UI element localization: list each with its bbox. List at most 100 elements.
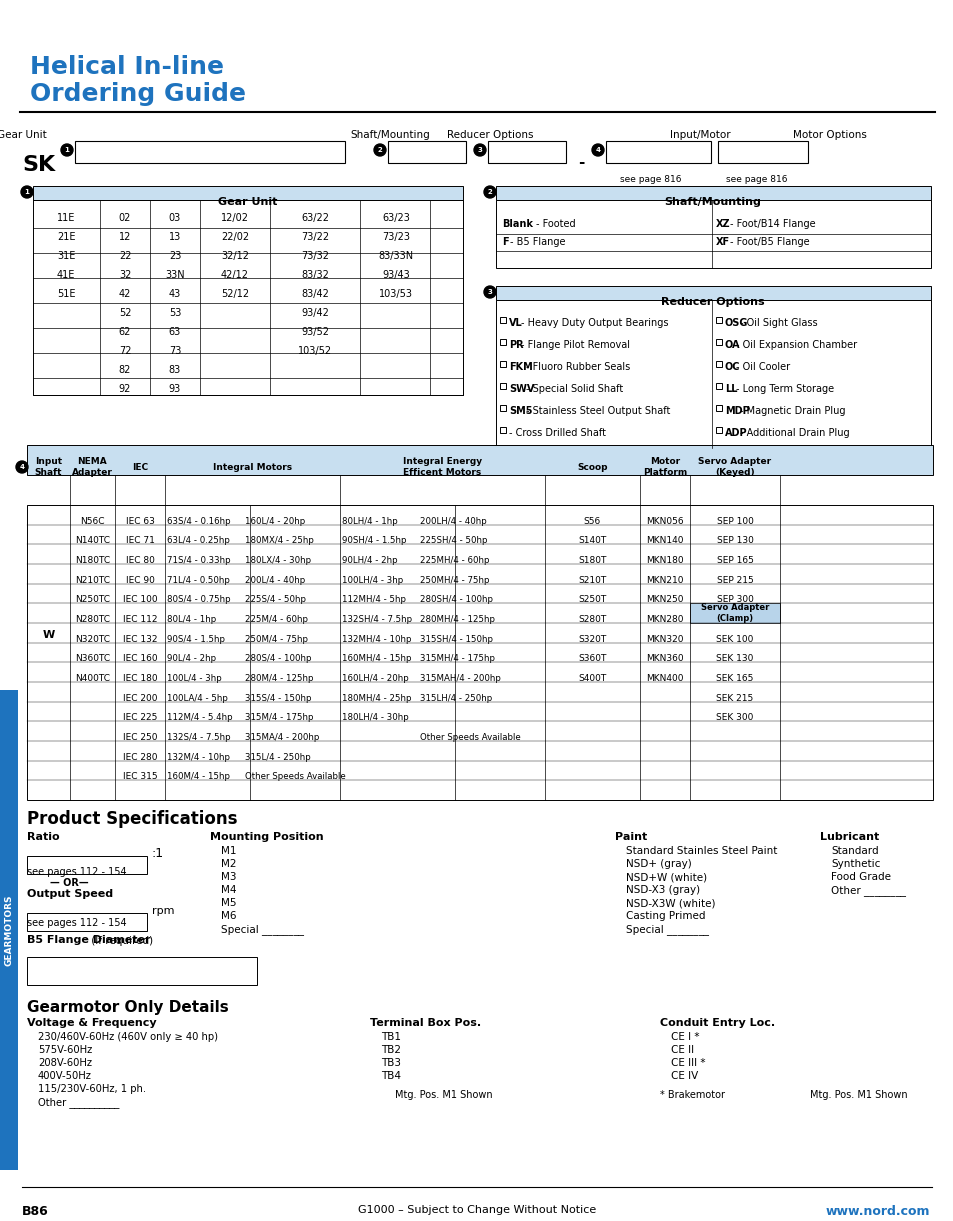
Bar bbox=[499, 361, 505, 368]
Text: Paint: Paint bbox=[615, 832, 646, 842]
Text: - Footed: - Footed bbox=[536, 219, 575, 230]
Text: N250TC: N250TC bbox=[75, 596, 110, 604]
Bar bbox=[75, 140, 345, 162]
Bar bbox=[716, 317, 721, 324]
Text: SM5: SM5 bbox=[509, 407, 532, 416]
Text: 315M/4 - 175hp: 315M/4 - 175hp bbox=[245, 713, 314, 723]
Text: 315MH/4 - 175hp: 315MH/4 - 175hp bbox=[419, 654, 495, 663]
Text: 280SH/4 - 100hp: 280SH/4 - 100hp bbox=[419, 596, 493, 604]
Text: SK: SK bbox=[22, 155, 55, 175]
Text: M5: M5 bbox=[221, 897, 236, 908]
Text: 43: 43 bbox=[169, 289, 181, 299]
Text: B5 Flange Diameter: B5 Flange Diameter bbox=[27, 935, 151, 945]
Text: 103/53: 103/53 bbox=[378, 289, 413, 299]
Text: IEC 315: IEC 315 bbox=[123, 773, 157, 781]
Text: 73: 73 bbox=[169, 346, 181, 357]
Bar bbox=[718, 140, 807, 162]
Bar bbox=[496, 186, 930, 200]
Circle shape bbox=[483, 186, 496, 198]
Text: Gear Unit: Gear Unit bbox=[0, 129, 47, 140]
Text: 52: 52 bbox=[118, 308, 132, 317]
Bar bbox=[499, 339, 505, 346]
Bar bbox=[716, 405, 721, 411]
Text: 71L/4 - 0.50hp: 71L/4 - 0.50hp bbox=[167, 576, 230, 585]
Text: 315S/4 - 150hp: 315S/4 - 150hp bbox=[245, 694, 312, 703]
Text: 83/42: 83/42 bbox=[301, 289, 329, 299]
Text: LL: LL bbox=[724, 383, 737, 394]
Bar bbox=[716, 383, 721, 389]
Text: 71S/4 - 0.33hp: 71S/4 - 0.33hp bbox=[167, 556, 231, 565]
Text: 12/02: 12/02 bbox=[221, 212, 249, 223]
Bar bbox=[496, 300, 930, 448]
Text: 160L/4 - 20hp: 160L/4 - 20hp bbox=[245, 516, 305, 526]
Text: Mounting Position: Mounting Position bbox=[210, 832, 323, 842]
Text: 160M/4 - 15hp: 160M/4 - 15hp bbox=[167, 773, 230, 781]
Text: M6: M6 bbox=[221, 911, 236, 921]
Text: 115/230V-60Hz, 1 ph.: 115/230V-60Hz, 1 ph. bbox=[38, 1084, 146, 1094]
Text: S280T: S280T bbox=[578, 615, 606, 624]
Text: 93/52: 93/52 bbox=[301, 327, 329, 337]
Text: FKM: FKM bbox=[509, 361, 532, 372]
Text: 208V-60Hz: 208V-60Hz bbox=[38, 1059, 91, 1068]
Text: SEK 300: SEK 300 bbox=[716, 713, 753, 723]
Bar bbox=[33, 200, 462, 396]
Text: - Oil Sight Glass: - Oil Sight Glass bbox=[740, 317, 817, 328]
Text: IEC 280: IEC 280 bbox=[123, 753, 157, 762]
Text: 2: 2 bbox=[487, 189, 492, 195]
Text: 180MH/4 - 25hp: 180MH/4 - 25hp bbox=[341, 694, 411, 703]
Text: 230/460V-60Hz (460V only ≥ 40 hp): 230/460V-60Hz (460V only ≥ 40 hp) bbox=[38, 1032, 218, 1042]
Text: 93: 93 bbox=[169, 383, 181, 394]
Text: PR: PR bbox=[509, 339, 523, 350]
Text: 03: 03 bbox=[169, 212, 181, 223]
Text: OA: OA bbox=[724, 339, 740, 350]
Text: Special ________: Special ________ bbox=[221, 924, 304, 935]
Text: Helical In-line: Helical In-line bbox=[30, 55, 224, 79]
Text: Motor
Platform: Motor Platform bbox=[642, 458, 686, 476]
Text: Ordering Guide: Ordering Guide bbox=[30, 82, 246, 106]
Text: IEC 112: IEC 112 bbox=[123, 615, 157, 624]
Text: 100LA/4 - 5hp: 100LA/4 - 5hp bbox=[167, 694, 228, 703]
Text: CE IV: CE IV bbox=[670, 1071, 698, 1081]
Text: 103/52: 103/52 bbox=[297, 346, 332, 357]
Text: 160MH/4 - 15hp: 160MH/4 - 15hp bbox=[341, 654, 411, 663]
Text: SEP 130: SEP 130 bbox=[716, 536, 753, 546]
Text: CE III *: CE III * bbox=[670, 1059, 705, 1068]
Text: - Oil Cooler: - Oil Cooler bbox=[735, 361, 789, 372]
Circle shape bbox=[21, 186, 33, 198]
Text: 90SH/4 - 1.5hp: 90SH/4 - 1.5hp bbox=[341, 536, 406, 546]
Text: XZ: XZ bbox=[716, 219, 730, 230]
Text: 83/33N: 83/33N bbox=[378, 252, 414, 261]
Text: 1: 1 bbox=[25, 189, 30, 195]
Text: Food Grade: Food Grade bbox=[830, 872, 890, 882]
Text: G1000 – Subject to Change Without Notice: G1000 – Subject to Change Without Notice bbox=[357, 1205, 596, 1215]
Circle shape bbox=[474, 144, 485, 156]
Text: 11E: 11E bbox=[57, 212, 75, 223]
Text: 575V-60Hz: 575V-60Hz bbox=[38, 1045, 92, 1055]
Text: Output Speed: Output Speed bbox=[27, 889, 113, 899]
Text: MKN360: MKN360 bbox=[645, 654, 683, 663]
Text: S180T: S180T bbox=[578, 556, 606, 565]
Text: 225M/4 - 60hp: 225M/4 - 60hp bbox=[245, 615, 308, 624]
Text: Shaft/Mounting: Shaft/Mounting bbox=[664, 197, 760, 208]
Text: - Special Solid Shaft: - Special Solid Shaft bbox=[525, 383, 622, 394]
Text: 280MH/4 - 125hp: 280MH/4 - 125hp bbox=[419, 615, 495, 624]
Text: 180LH/4 - 30hp: 180LH/4 - 30hp bbox=[341, 713, 408, 723]
Text: Synthetic: Synthetic bbox=[830, 860, 880, 869]
Text: IEC: IEC bbox=[132, 463, 148, 471]
Text: 3: 3 bbox=[487, 289, 492, 295]
Text: — OR—: — OR— bbox=[50, 878, 89, 888]
Bar bbox=[499, 317, 505, 324]
Text: F: F bbox=[501, 237, 508, 247]
Text: IEC 225: IEC 225 bbox=[123, 713, 157, 723]
Text: IEC 63: IEC 63 bbox=[126, 516, 154, 526]
Text: 132S/4 - 7.5hp: 132S/4 - 7.5hp bbox=[167, 733, 231, 742]
Text: see pages 112 - 154: see pages 112 - 154 bbox=[27, 918, 127, 928]
Text: 22: 22 bbox=[118, 252, 132, 261]
Text: 13: 13 bbox=[169, 232, 181, 242]
Bar bbox=[0, 690, 18, 1170]
Text: MKN210: MKN210 bbox=[645, 576, 683, 585]
Text: see pages 112 - 154: see pages 112 - 154 bbox=[27, 867, 127, 877]
Text: 92: 92 bbox=[119, 383, 132, 394]
Text: 3: 3 bbox=[477, 147, 482, 153]
Text: Input
Shaft: Input Shaft bbox=[34, 458, 62, 476]
